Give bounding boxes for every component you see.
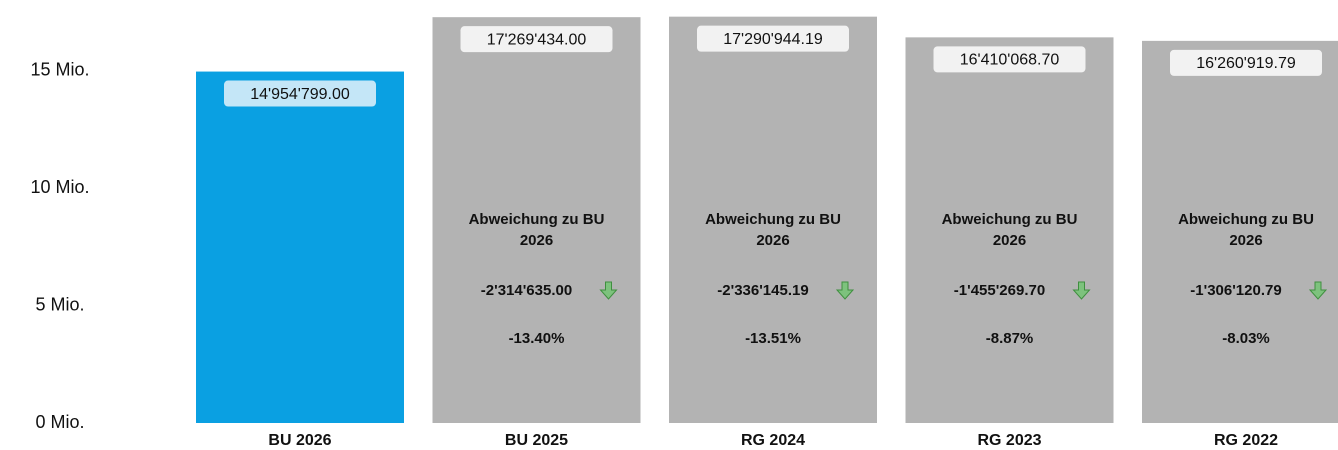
value-label-box bbox=[697, 25, 849, 52]
annotation-difference: -2'314'635.00 bbox=[481, 282, 572, 299]
annotation-title: Abweichung zu BU 2026 bbox=[942, 211, 1078, 249]
annotation-percent: -13.40% bbox=[509, 330, 565, 347]
y-tick-label: 0 Mio. bbox=[35, 412, 84, 432]
annotation-title: Abweichung zu BU 2026 bbox=[705, 211, 841, 249]
annotation-title-line: 2026 bbox=[1229, 232, 1262, 249]
annotation-title: Abweichung zu BU 2026 bbox=[1178, 211, 1314, 249]
annotation-percent: -13.51% bbox=[745, 330, 801, 347]
value-label-box bbox=[933, 46, 1086, 73]
down-arrow-icon bbox=[1308, 281, 1328, 300]
bar bbox=[432, 17, 641, 423]
annotation-percent: -8.03% bbox=[1222, 330, 1270, 347]
annotation-title: Abweichung zu BU 2026 bbox=[469, 211, 605, 249]
annotation-difference: -1'306'120.79 bbox=[1190, 282, 1281, 299]
y-tick-label: 15 Mio. bbox=[30, 59, 89, 79]
value-label-box bbox=[460, 26, 613, 53]
annotation-title-line: Abweichung zu BU bbox=[469, 211, 605, 228]
value-label: 17'290'944.19 bbox=[723, 31, 823, 48]
x-tick-label: RG 2024 bbox=[741, 432, 805, 449]
x-tick-label: BU 2026 bbox=[268, 432, 331, 449]
bar bbox=[905, 37, 1114, 424]
bar bbox=[1142, 40, 1338, 424]
annotation-title-line: Abweichung zu BU bbox=[942, 211, 1078, 228]
annotation-title-line: 2026 bbox=[993, 232, 1026, 249]
annotation-difference: -2'336'145.19 bbox=[717, 282, 808, 299]
down-arrow-icon bbox=[835, 281, 855, 300]
annotation-title-line: 2026 bbox=[520, 232, 553, 249]
value-label: 14'954'799.00 bbox=[250, 86, 350, 103]
x-tick-label: RG 2022 bbox=[1214, 432, 1278, 449]
x-tick-label: BU 2025 bbox=[505, 432, 568, 449]
annotation-title-line: Abweichung zu BU bbox=[1178, 211, 1314, 228]
value-label: 16'260'919.79 bbox=[1196, 55, 1296, 72]
x-tick-label: RG 2023 bbox=[977, 432, 1041, 449]
bar bbox=[196, 71, 404, 423]
bar bbox=[669, 16, 877, 423]
value-label-box bbox=[1170, 49, 1322, 76]
value-label: 17'269'434.00 bbox=[487, 31, 587, 48]
annotation-title-line: 2026 bbox=[756, 232, 789, 249]
annotation-percent: -8.87% bbox=[986, 330, 1034, 347]
annotation-difference: -1'455'269.70 bbox=[954, 282, 1045, 299]
value-label: 16'410'068.70 bbox=[960, 52, 1060, 69]
down-arrow-icon bbox=[1072, 281, 1091, 300]
annotation-title-line: Abweichung zu BU bbox=[705, 211, 841, 228]
down-arrow-icon bbox=[599, 281, 618, 300]
y-tick-label: 5 Mio. bbox=[35, 294, 84, 314]
value-label-box bbox=[224, 80, 376, 107]
y-tick-label: 10 Mio. bbox=[30, 177, 89, 197]
